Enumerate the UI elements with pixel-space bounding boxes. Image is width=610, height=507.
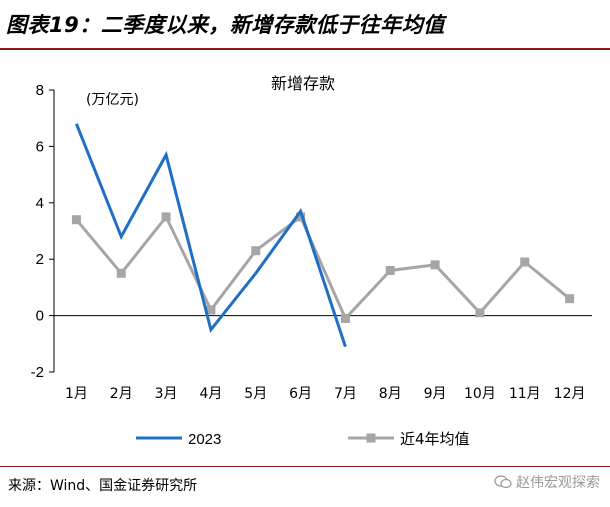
series-avg xyxy=(71,212,575,323)
footer-rule xyxy=(0,466,610,467)
legend-label-avg: 近4年均值 xyxy=(400,430,470,448)
tick-labels: -2 0 2 4 6 8 1月 2月 3月 4月 5月 6月 7月 8月 9月 10月 11月 12月 xyxy=(31,82,586,402)
x-tick-label: 7月 xyxy=(334,386,357,402)
series-layer xyxy=(71,123,575,348)
y-tick-label: 4 xyxy=(36,195,44,212)
data-point xyxy=(475,308,485,318)
x-tick-label: 9月 xyxy=(424,386,447,402)
data-point xyxy=(565,294,575,304)
data-point xyxy=(161,212,171,222)
x-tick-label: 2月 xyxy=(110,386,133,402)
figure-header: 图表19：二季度以来，新增存款低于往年均值 xyxy=(0,0,610,50)
x-tick-label: 3月 xyxy=(155,386,178,402)
data-point xyxy=(430,260,440,270)
x-tick-label: 5月 xyxy=(244,386,267,402)
source-note: 来源：Wind、国金证券研究所 xyxy=(8,478,198,494)
x-tick-label: 12月 xyxy=(554,386,586,402)
y-tick-label: 0 xyxy=(36,308,44,325)
y-tick-label: 6 xyxy=(36,138,44,155)
x-tick-label: 1月 xyxy=(65,386,88,402)
series-line xyxy=(75,123,347,348)
unit-label: (万亿元) xyxy=(86,92,139,108)
y-tick-label: 8 xyxy=(36,82,44,99)
wechat-icon xyxy=(494,475,512,489)
x-tick-label: 10月 xyxy=(464,386,496,402)
series-2023 xyxy=(75,123,347,348)
series-line xyxy=(75,214,571,322)
legend-label-2023: 2023 xyxy=(188,431,221,448)
x-tick-label: 4月 xyxy=(199,386,222,402)
chart-axes xyxy=(49,89,592,373)
watermark: 赵伟宏观探索 xyxy=(494,472,600,492)
data-point xyxy=(296,212,306,222)
x-tick-label: 11月 xyxy=(509,386,541,402)
data-point xyxy=(520,257,530,267)
legend-marker-avg xyxy=(366,433,376,443)
data-point xyxy=(71,215,81,225)
data-point xyxy=(206,305,216,315)
y-tick-label: -2 xyxy=(31,364,44,381)
data-point xyxy=(340,313,350,323)
data-point xyxy=(385,265,395,275)
data-point xyxy=(251,246,261,256)
legend: 2023 近4年均值 xyxy=(136,430,470,448)
x-tick-label: 8月 xyxy=(379,386,402,402)
header-rule xyxy=(0,48,610,50)
y-tick-label: 2 xyxy=(36,251,44,268)
data-point xyxy=(116,268,126,278)
watermark-text: 赵伟宏观探索 xyxy=(516,475,600,491)
x-tick-label: 6月 xyxy=(289,386,312,402)
figure-title: 图表19：二季度以来，新增存款低于往年均值 xyxy=(6,13,445,37)
chart-title: 新增存款 xyxy=(271,74,335,93)
